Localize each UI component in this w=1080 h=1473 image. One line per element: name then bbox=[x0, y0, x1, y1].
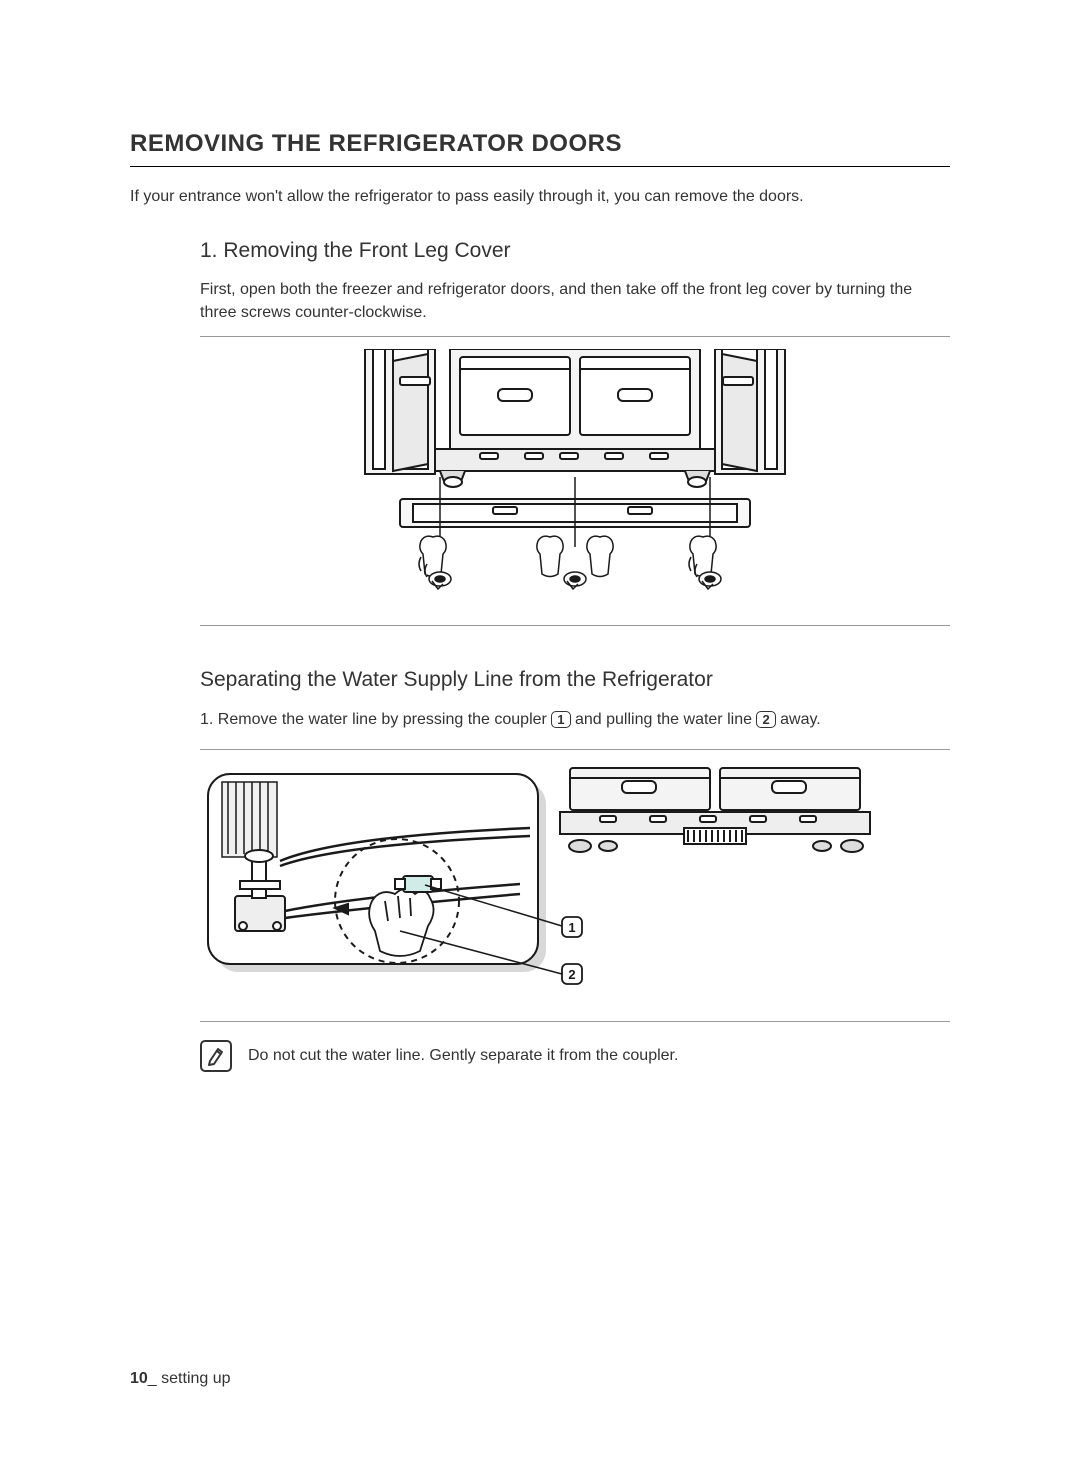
note-text: Do not cut the water line. Gently separa… bbox=[248, 1047, 678, 1065]
footer-sep: _ bbox=[148, 1370, 157, 1387]
figure-callout-2: 2 bbox=[568, 967, 575, 982]
section-2-body: 1. Remove the water line by pressing the… bbox=[200, 707, 950, 750]
section-1: 1. Removing the Front Leg Cover First, o… bbox=[130, 239, 950, 626]
intro-text: If your entrance won't allow the refrige… bbox=[130, 185, 950, 209]
note-icon bbox=[200, 1040, 232, 1072]
section-2-body-p3: away. bbox=[776, 711, 821, 728]
figure-water-line: 1 2 bbox=[200, 766, 880, 1001]
figure-water-line-wrap: 1 2 bbox=[200, 766, 950, 1022]
figure-callout-1: 1 bbox=[568, 920, 575, 935]
footer-page-number: 10 bbox=[130, 1370, 148, 1387]
main-heading: REMOVING THE REFRIGERATOR DOORS bbox=[130, 130, 950, 167]
section-1-heading: 1. Removing the Front Leg Cover bbox=[200, 239, 950, 263]
page-footer: 10_ setting up bbox=[130, 1370, 231, 1388]
section-1-body: First, open both the freezer and refrige… bbox=[200, 278, 950, 337]
section-2-body-p1: 1. Remove the water line by pressing the… bbox=[200, 711, 551, 728]
figure-front-leg-cover bbox=[200, 349, 950, 626]
footer-section-name: setting up bbox=[157, 1370, 231, 1387]
note-row: Do not cut the water line. Gently separa… bbox=[200, 1040, 950, 1072]
callout-badge-1-inline: 1 bbox=[551, 711, 570, 728]
section-2: Separating the Water Supply Line from th… bbox=[130, 668, 950, 1072]
section-2-body-p2: and pulling the water line bbox=[571, 711, 757, 728]
callout-badge-2-inline: 2 bbox=[756, 711, 775, 728]
section-2-heading: Separating the Water Supply Line from th… bbox=[200, 668, 950, 692]
